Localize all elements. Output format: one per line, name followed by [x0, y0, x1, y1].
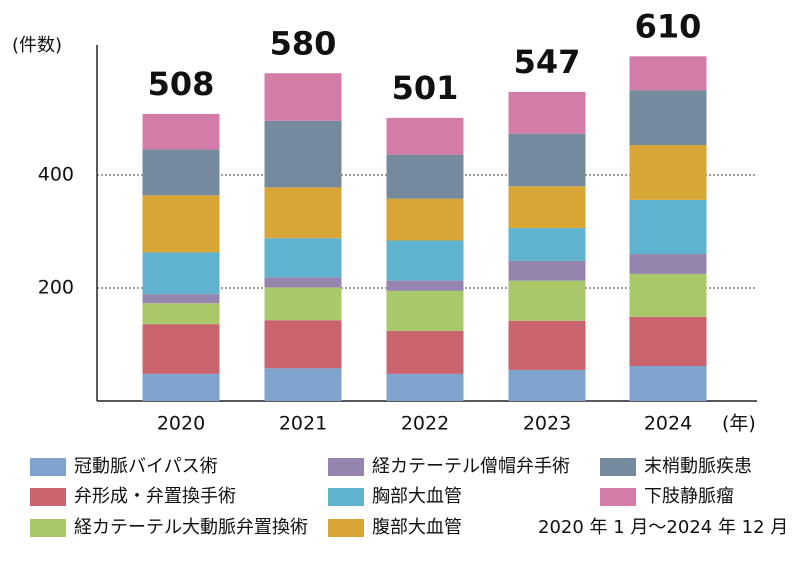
legend-swatch — [600, 458, 636, 476]
bar-segment — [386, 240, 464, 281]
bar-segment — [142, 303, 220, 325]
bar-segment — [508, 186, 586, 229]
legend-swatch — [328, 458, 364, 476]
bar-segment — [386, 330, 464, 374]
legend-swatch — [30, 519, 66, 537]
bar-segment — [508, 228, 586, 261]
bar-segment — [142, 373, 220, 401]
bar-segment — [629, 254, 707, 274]
legend-label: 経カテーテル僧帽弁手術 — [372, 456, 570, 477]
legend-swatch — [30, 488, 66, 506]
x-tick-label: 2020 — [157, 413, 205, 435]
bar-segment — [264, 238, 342, 278]
bar-segment — [508, 91, 586, 134]
x-tick-label: 2021 — [279, 413, 327, 435]
total-label: 508 — [148, 65, 215, 103]
bar-segment — [264, 287, 342, 321]
bar-segment — [386, 117, 464, 155]
y-tick-label: 200 — [38, 276, 74, 298]
legend-swatch — [328, 488, 364, 506]
bar-segment — [508, 260, 586, 281]
x-tick-label: 2022 — [401, 413, 449, 435]
bar-segment — [264, 368, 342, 401]
total-label: 547 — [514, 43, 581, 81]
bar-segment — [508, 133, 586, 187]
bar-segment — [508, 320, 586, 370]
bar-segment — [386, 280, 464, 291]
bar-segment — [629, 273, 707, 317]
bar-segment — [508, 369, 586, 401]
bar-segment — [142, 252, 220, 295]
y-tick-label: 400 — [38, 163, 74, 185]
legend-swatch — [600, 488, 636, 506]
bar-segment — [629, 145, 707, 200]
legend-swatch — [30, 458, 66, 476]
total-label: 610 — [635, 7, 702, 45]
bar-segment — [264, 187, 342, 239]
bar-segment — [142, 195, 220, 253]
legend-label: 経カテーテル大動脈弁置換術 — [74, 517, 308, 538]
bar-segment — [142, 294, 220, 304]
total-label: 501 — [392, 69, 459, 107]
bar-segment — [264, 277, 342, 288]
total-label: 580 — [270, 24, 337, 62]
bar-segment — [386, 198, 464, 241]
x-axis-unit: (年) — [722, 413, 756, 435]
legend-label: 末梢動脈疾患 — [644, 456, 752, 477]
legend-swatch — [328, 519, 364, 537]
legend-label: 下肢静脈瘤 — [644, 486, 734, 507]
x-tick-label: 2024 — [644, 413, 692, 435]
bar-segment — [142, 324, 220, 374]
bar-segment — [629, 199, 707, 255]
bar-segment — [386, 154, 464, 199]
bar-segment — [386, 290, 464, 331]
bar-segment — [386, 373, 464, 401]
bar-segment — [629, 316, 707, 366]
bar-segment — [629, 56, 707, 91]
bar-segment — [264, 73, 342, 121]
bar-segment — [142, 149, 220, 196]
bar-segment — [629, 90, 707, 146]
bar-segment — [142, 113, 220, 150]
bar-segment — [264, 320, 342, 369]
legend-label: 弁形成・弁置換手術 — [74, 486, 236, 507]
period-note: 2020 年 1 月～2024 年 12 月 — [538, 517, 788, 538]
bar-segment — [264, 120, 342, 188]
bar-segment — [508, 280, 586, 321]
legend-label: 胸部大血管 — [372, 486, 462, 507]
x-tick-label: 2023 — [523, 413, 571, 435]
bar-segment — [629, 365, 707, 401]
legend-label: 腹部大血管 — [372, 517, 462, 538]
legend-label: 冠動脈バイパス術 — [74, 456, 218, 477]
y-axis-label: (件数) — [12, 35, 62, 56]
